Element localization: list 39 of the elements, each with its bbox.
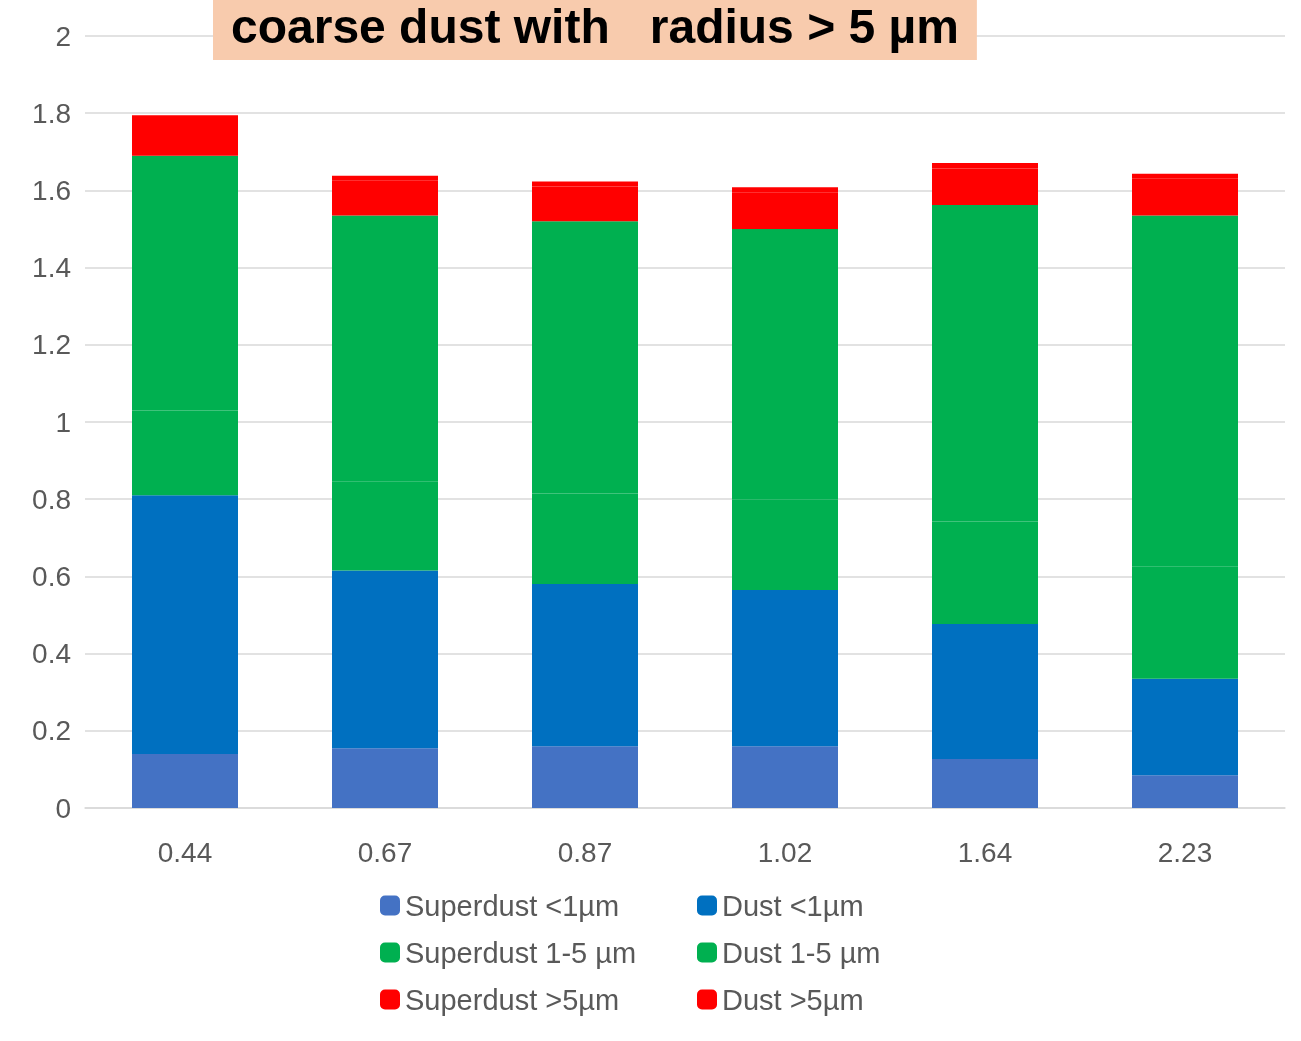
bar [332,180,438,216]
x-tick-label: 1.02 [757,836,813,868]
y-tick-label: 0.6 [32,560,71,592]
x-tick-label: 1.64 [957,836,1013,868]
y-tick-label: 0.4 [32,638,71,670]
x-tick-label: 0.44 [157,836,213,868]
bar [932,758,1038,808]
y-tick-label: 1.4 [32,252,71,284]
bar [132,495,238,754]
bar [1132,775,1238,808]
bar [732,746,838,808]
y-tick-label: 1 [55,406,71,438]
y-tick-label: 1.2 [32,329,71,361]
legend-label: Superdust 1-5 µm [405,936,637,969]
y-tick-label: 2 [55,20,71,52]
bar [332,570,438,749]
bar [1132,178,1238,216]
legend-label: Dust >5µm [722,983,864,1016]
legend-label: Dust <1µm [722,889,864,922]
x-tick-label: 0.67 [357,836,413,868]
bar [132,753,238,808]
y-tick-label: 0 [55,792,71,824]
legend-label: Superdust >5µm [405,983,620,1016]
bar [532,584,638,747]
x-tick-label: 2.23 [1157,836,1213,868]
y-tick-label: 0.2 [32,715,71,747]
chart-title: coarse dust with radius > 5 µm [231,0,959,53]
y-tick-label: 1.8 [32,97,71,129]
x-tick-label: 0.87 [557,836,613,868]
bar [732,589,838,747]
bar [932,623,1038,759]
bar [532,746,638,808]
legend-label: Dust 1-5 µm [722,936,881,969]
bar [1132,678,1238,776]
legend-label: Superdust <1µm [405,889,620,922]
y-tick-label: 1.6 [32,174,71,206]
bar [532,186,638,222]
bar [332,748,438,808]
y-tick-label: 0.8 [32,483,71,515]
